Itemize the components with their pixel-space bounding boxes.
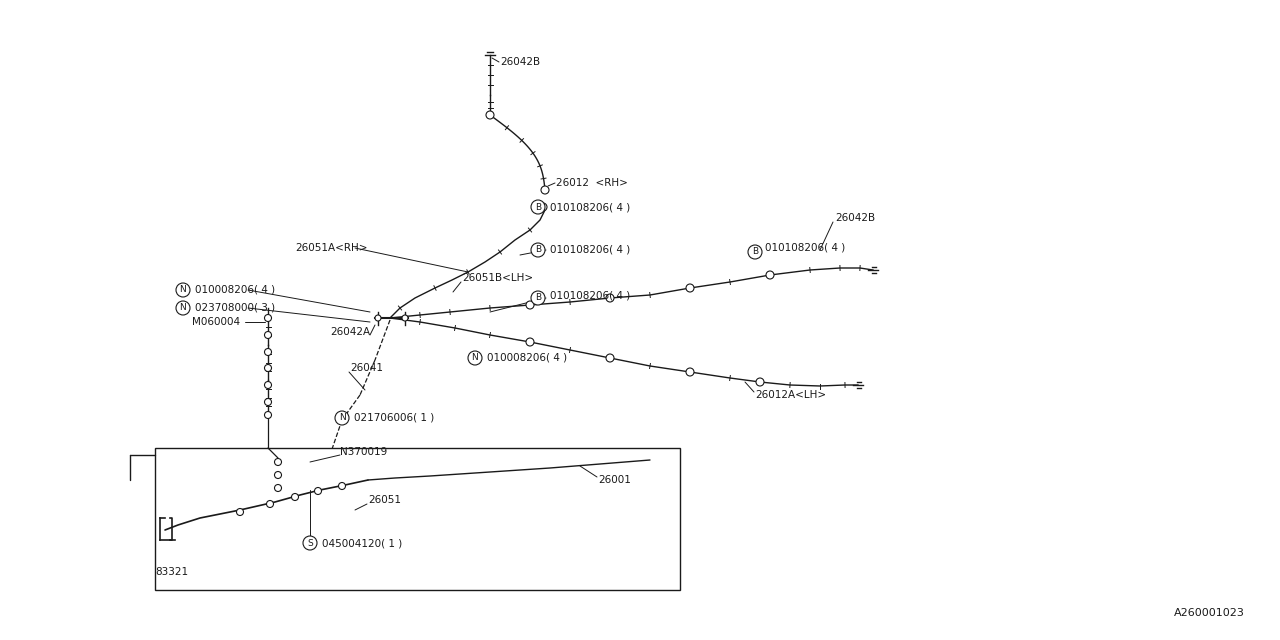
Circle shape [274, 458, 282, 465]
Circle shape [765, 271, 774, 279]
Circle shape [486, 111, 494, 119]
Circle shape [605, 354, 614, 362]
Circle shape [531, 243, 545, 257]
Text: 26012A<LH>: 26012A<LH> [755, 390, 826, 400]
Circle shape [468, 351, 483, 365]
Text: 010008206( 4 ): 010008206( 4 ) [486, 353, 567, 363]
Text: 26051B<LH>: 26051B<LH> [462, 273, 534, 283]
Text: 010108206( 4 ): 010108206( 4 ) [550, 202, 630, 212]
Circle shape [531, 291, 545, 305]
Text: 26001: 26001 [598, 475, 631, 485]
Circle shape [237, 509, 243, 515]
Text: M060004: M060004 [192, 317, 241, 327]
Circle shape [315, 488, 321, 495]
Text: 26012  <RH>: 26012 <RH> [556, 178, 628, 188]
Circle shape [265, 399, 271, 406]
Text: 010108206( 4 ): 010108206( 4 ) [550, 290, 630, 300]
Circle shape [686, 284, 694, 292]
Text: B: B [535, 246, 541, 255]
Circle shape [526, 301, 534, 309]
Text: 83321: 83321 [155, 567, 188, 577]
Circle shape [274, 484, 282, 492]
Circle shape [266, 500, 274, 508]
Text: 26042A: 26042A [330, 327, 370, 337]
Circle shape [265, 314, 271, 321]
Text: N: N [179, 303, 187, 312]
Circle shape [539, 203, 547, 211]
Circle shape [265, 332, 271, 339]
Text: 010008206( 4 ): 010008206( 4 ) [195, 285, 275, 295]
Circle shape [748, 245, 762, 259]
Text: S: S [307, 538, 312, 547]
Text: B: B [535, 294, 541, 303]
Text: B: B [751, 248, 758, 257]
Circle shape [303, 536, 317, 550]
Circle shape [375, 315, 381, 321]
Text: 021706006( 1 ): 021706006( 1 ) [355, 413, 434, 423]
Circle shape [686, 368, 694, 376]
Text: 045004120( 1 ): 045004120( 1 ) [323, 538, 402, 548]
Circle shape [541, 186, 549, 194]
Circle shape [531, 200, 545, 214]
Text: B: B [535, 202, 541, 211]
Circle shape [526, 338, 534, 346]
Text: N370019: N370019 [340, 447, 388, 457]
Text: 26041: 26041 [349, 363, 383, 373]
Circle shape [265, 349, 271, 355]
Text: 26042B: 26042B [835, 213, 876, 223]
Circle shape [274, 472, 282, 479]
Text: N: N [471, 353, 479, 362]
Text: N: N [339, 413, 346, 422]
Circle shape [177, 283, 189, 297]
Text: N: N [179, 285, 187, 294]
Circle shape [177, 301, 189, 315]
Circle shape [338, 483, 346, 490]
Text: 023708000( 3 ): 023708000( 3 ) [195, 303, 275, 313]
Circle shape [756, 378, 764, 386]
Text: 26051: 26051 [369, 495, 401, 505]
Text: 010108206( 4 ): 010108206( 4 ) [550, 245, 630, 255]
Circle shape [402, 315, 408, 321]
Circle shape [335, 411, 349, 425]
Circle shape [292, 493, 298, 500]
Circle shape [605, 294, 614, 302]
Text: 010108206( 4 ): 010108206( 4 ) [765, 243, 845, 253]
Circle shape [265, 381, 271, 388]
Text: 26042B: 26042B [500, 57, 540, 67]
Text: A260001023: A260001023 [1174, 608, 1245, 618]
Circle shape [265, 412, 271, 419]
Bar [155, 448, 680, 590]
Circle shape [265, 365, 271, 371]
Text: 26051A<RH>: 26051A<RH> [294, 243, 367, 253]
